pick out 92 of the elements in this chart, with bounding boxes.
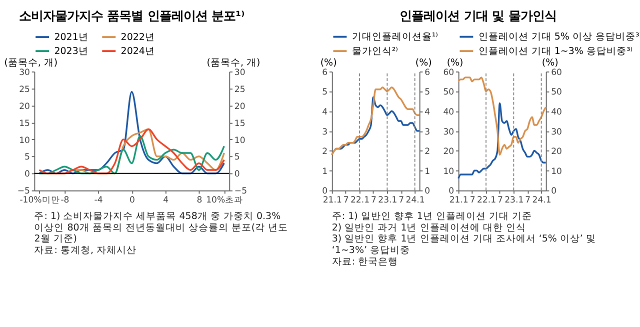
- y-tick-label: 30: [19, 68, 30, 78]
- y2-tick-label: 5: [424, 88, 430, 98]
- x-tick-label: 23.1: [378, 195, 398, 206]
- y2-tick-label: −5: [234, 186, 248, 197]
- y2-tick-label: 0: [551, 186, 557, 197]
- y2-tick-label: 20: [234, 102, 246, 112]
- y-axis-title: (%): [320, 57, 337, 68]
- y-axis-title: (품목수, 개): [4, 57, 58, 68]
- y2-tick-label: 40: [551, 107, 562, 118]
- line-series: [38, 91, 225, 174]
- y-tick-label: 2: [322, 147, 328, 158]
- y-tick-label: 50: [443, 88, 454, 98]
- x-tick-label: 7: [470, 195, 476, 206]
- y-tick-label: 5: [24, 152, 30, 163]
- legend-label: 인플레이션 기대 5% 이상 응답비중³⁾: [478, 32, 640, 43]
- y2-tick-label: 60: [551, 68, 562, 78]
- text: 주: 1) 일반인 향후 1년 인플레이션 기대 기준: [332, 210, 532, 222]
- legend-label: 2023년: [54, 46, 88, 57]
- y2-tick-label: 30: [551, 127, 562, 138]
- y2-tick-label: 25: [234, 84, 246, 95]
- y-tick-label: 20: [19, 102, 30, 112]
- x-tick-label: 24.1: [532, 195, 552, 206]
- legend-label: 2022년: [120, 32, 155, 43]
- y2-axis-title: (품목수, 개): [206, 57, 260, 68]
- x-tick-label: 22.1: [476, 195, 496, 206]
- chart-title: 소비자물가지수 품목별 인플레이션 분포¹⁾: [18, 9, 245, 24]
- y-tick-label: 6: [322, 68, 328, 78]
- y-tick-label: 10: [443, 166, 454, 177]
- y2-tick-label: 20: [551, 147, 562, 158]
- y-axis-title: (%): [446, 57, 464, 68]
- text: 자료: 통계청, 자체시산: [34, 245, 136, 256]
- x-tick-label: 7: [497, 195, 503, 206]
- text: 2) 일반인 과거 1년 인플레이션에 대한 인식: [332, 222, 526, 234]
- line-series: [38, 128, 225, 174]
- x-tick-label: 22.1: [350, 195, 370, 206]
- y2-tick-label: 6: [424, 68, 430, 78]
- y-tick-label: 3: [322, 127, 328, 138]
- y2-tick-label: 4: [424, 107, 430, 118]
- y2-tick-label: 5: [234, 152, 240, 163]
- y-tick-label: 15: [19, 118, 30, 129]
- line-series: [458, 76, 547, 156]
- x-tick-label: 4: [163, 195, 169, 206]
- y-tick-label: 0: [448, 186, 454, 197]
- y2-tick-label: 10: [551, 166, 562, 177]
- legend-label: 2024년: [120, 46, 155, 57]
- text: 인플레이션 기대 및 물가인식: [400, 9, 556, 24]
- y-tick-label: 1: [322, 166, 328, 177]
- y-tick-label: 30: [443, 127, 454, 138]
- y-tick-label: 60: [443, 68, 454, 78]
- legend-label: 물가인식²⁾: [352, 46, 398, 57]
- y-tick-label: −5: [17, 186, 30, 197]
- line-series: [458, 102, 547, 180]
- x-tick-label: 7: [398, 195, 404, 206]
- x-tick-label: -4: [94, 195, 103, 206]
- x-tick-label: 0: [129, 195, 135, 206]
- legend-label: 2021년: [54, 32, 88, 43]
- y2-tick-label: 0: [424, 186, 430, 197]
- x-tick-label: 21.1: [449, 195, 468, 206]
- y-tick-label: 10: [19, 136, 30, 146]
- y2-axis-title: (%): [542, 57, 558, 68]
- x-tick-label: 8: [196, 195, 202, 206]
- y2-axis-title: (%): [415, 57, 432, 68]
- y-tick-label: 4: [322, 107, 328, 118]
- y2-tick-label: 0: [234, 170, 240, 180]
- y2-tick-label: 10: [234, 136, 246, 146]
- y-tick-label: 25: [19, 84, 30, 95]
- x-tick-label: 24.1: [406, 195, 425, 206]
- legend-label: 기대인플레이션율¹⁾: [352, 32, 438, 43]
- x-tick-label: 10%초과: [206, 195, 244, 206]
- text: 자료: 한국은행: [332, 256, 398, 268]
- y-tick-label: 5: [322, 88, 328, 98]
- y2-tick-label: 2: [424, 147, 430, 158]
- y2-tick-label: 50: [551, 88, 562, 98]
- x-tick-label: -8: [60, 195, 70, 206]
- y-tick-label: 40: [443, 107, 454, 118]
- x-tick-label: 7: [343, 195, 349, 206]
- y2-tick-label: 30: [234, 68, 246, 78]
- line-series: [38, 135, 225, 174]
- x-tick-label: 7: [525, 195, 531, 206]
- y-tick-label: 20: [443, 147, 454, 158]
- text: 3) 일반인 향후 1년 인플레이션 기대 조사에서 ‘5% 이상’ 및 ‘1~3%’ 응답비중: [332, 234, 596, 256]
- y2-tick-label: 15: [234, 118, 246, 129]
- legend-label: 인플레이션 기대 1~3% 응답비중³⁾: [478, 46, 633, 57]
- text: 주: 1) 소비자물가지수 세부품목 458개 중 가중치 0.3% 이상인 80개 품목의 전년동월대비 상승률의 분포(각 년도 2월 기준): [34, 210, 288, 245]
- x-tick-label: 21.1: [322, 195, 342, 206]
- y2-tick-label: 1: [424, 166, 430, 177]
- y-tick-label: 0: [322, 186, 328, 197]
- y2-tick-label: 3: [424, 127, 430, 138]
- x-tick-label: -10%미만: [20, 195, 60, 206]
- y-tick-label: 0: [24, 170, 30, 180]
- x-tick-label: 23.1: [504, 195, 524, 206]
- x-tick-label: 7: [370, 195, 376, 206]
